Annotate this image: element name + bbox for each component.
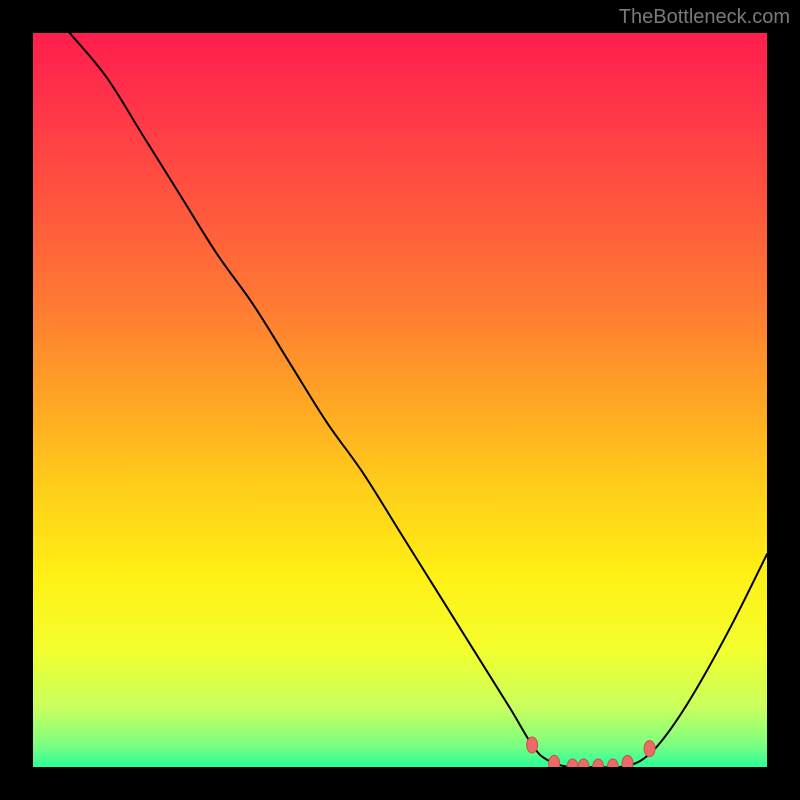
chart-svg bbox=[33, 33, 767, 767]
curve-marker bbox=[644, 741, 655, 757]
curve-marker bbox=[622, 755, 633, 767]
watermark: TheBottleneck.com bbox=[619, 6, 790, 29]
curve-marker bbox=[527, 737, 538, 753]
gradient-background bbox=[33, 33, 767, 767]
curve-marker bbox=[549, 755, 560, 767]
chart-container: TheBottleneck.com bbox=[0, 0, 800, 800]
plot-area bbox=[33, 33, 767, 767]
